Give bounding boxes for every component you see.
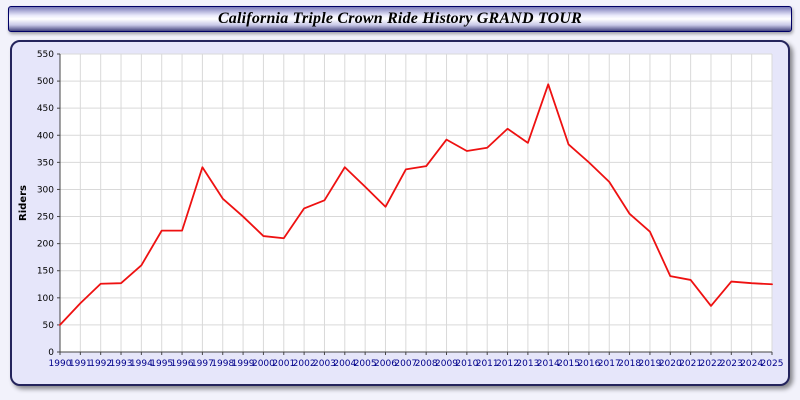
y-tick-label: 350 [37,158,54,168]
x-tick-label: 2010 [455,359,478,369]
y-tick-label: 300 [37,185,54,195]
y-axis-title: Riders [18,185,29,221]
x-tick-label: 2013 [516,359,539,369]
title-bar: California Triple Crown Ride History GRA… [8,6,792,32]
y-tick-label: 550 [37,50,54,60]
x-tick-label: 2000 [252,359,275,369]
y-tick-label: 50 [43,321,55,331]
page-title: California Triple Crown Ride History GRA… [217,10,583,27]
x-tick-label: 2006 [374,359,397,369]
x-tick-label: 2005 [354,359,377,369]
x-tick-label: 2018 [618,359,641,369]
y-tick-label: 200 [37,240,54,250]
x-tick-label: 1992 [89,359,112,369]
x-tick-label: 2017 [598,359,621,369]
x-tick-label: 1993 [110,359,133,369]
chart-panel: 0 50 100 150 200 250 300 350 400 450 500 550 1990 199… [10,40,790,386]
x-tick-label: 2019 [638,359,661,369]
x-tick-label: 2002 [293,359,316,369]
x-tick-label: 1998 [211,359,234,369]
x-tick-label: 2007 [394,359,417,369]
y-tick-label: 400 [37,131,54,141]
y-tick-label: 500 [37,77,54,87]
y-tick-label: 450 [37,104,54,114]
x-tick-label: 2016 [577,359,600,369]
y-tick-label: 150 [37,267,54,277]
y-tick-label: 0 [48,348,54,358]
x-tick-label: 2009 [435,359,458,369]
x-tick-label: 2020 [659,359,682,369]
x-tick-label: 2015 [557,359,580,369]
x-tick-label: 1991 [69,359,92,369]
x-tick-label: 2001 [272,359,295,369]
y-tick-label: 250 [37,213,54,223]
x-tick-label: 2012 [496,359,519,369]
ride-history-line-chart: 0501001502002503003504004505005501990199… [18,50,784,369]
x-tick-label: 2011 [476,359,499,369]
x-tick-label: 1996 [171,359,194,369]
x-tick-label: 2014 [537,359,560,369]
x-tick-label: 1990 [49,359,72,369]
x-tick-label: 2024 [740,359,763,369]
x-tick-label: 2021 [679,359,702,369]
x-tick-label: 1999 [232,359,255,369]
riders-series-line [59,83,773,326]
x-tick-label: 2022 [700,359,723,369]
x-tick-label: 1995 [150,359,173,369]
plot-area [60,54,772,352]
x-tick-label: 2023 [720,359,743,369]
x-tick-label: 1994 [130,359,153,369]
x-tick-label: 2025 [761,359,784,369]
y-tick-label: 100 [37,294,54,304]
x-tick-label: 2004 [333,359,356,369]
x-tick-label: 2008 [415,359,438,369]
x-tick-label: 2003 [313,359,336,369]
x-tick-label: 1997 [191,359,214,369]
